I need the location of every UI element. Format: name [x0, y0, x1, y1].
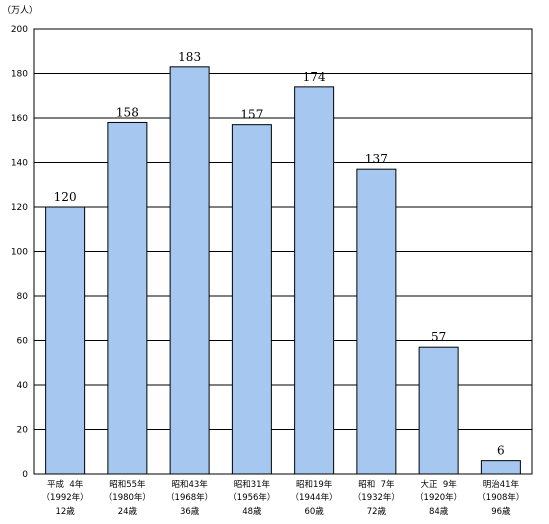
data-label: 120	[54, 190, 77, 204]
x-category-label-era: 昭和 7年	[358, 479, 395, 490]
bar	[480, 460, 521, 475]
y-tick-label: 120	[11, 203, 28, 213]
bar	[107, 121, 148, 475]
y-tick-label: 180	[11, 70, 28, 80]
x-category-label-year: （1956年）	[228, 492, 275, 503]
bars	[45, 66, 521, 475]
x-category-label-age: 60歳	[304, 506, 324, 517]
data-label: 57	[431, 330, 446, 344]
y-tick-label: 40	[17, 381, 29, 391]
x-category-label-age: 12歳	[55, 506, 75, 517]
x-category-label-year: （1944年）	[291, 492, 338, 503]
data-label: 158	[116, 105, 139, 119]
data-label: 174	[303, 70, 326, 84]
x-category-label-year: （1908年）	[477, 492, 524, 503]
data-label: 183	[178, 50, 201, 64]
x-category-label-year: （1992年）	[42, 492, 89, 503]
x-category-label-year: （1968年）	[166, 492, 213, 503]
x-category-label-year: （1920年）	[415, 492, 462, 503]
data-label: 6	[497, 444, 505, 458]
y-tick-label: 80	[17, 292, 29, 302]
data-label: 157	[240, 108, 263, 122]
y-axis-ticks: 0 20 40 60 80 100 120 140 160 180 200	[11, 25, 28, 480]
x-category-label-era: 昭和55年	[109, 479, 146, 490]
y-tick-label: 60	[17, 337, 29, 347]
y-tick-label: 0	[22, 470, 28, 480]
y-tick-label: 20	[17, 426, 29, 436]
x-category-label-era: 昭和19年	[296, 479, 333, 490]
x-axis-category-labels: 平成 4年 （1992年） 12歳 昭和55年 （1980年） 24歳 昭和43年 （1968…	[42, 479, 525, 517]
data-labels: 120 158 183 157 174 137 57 6	[54, 50, 505, 458]
bar	[169, 66, 210, 475]
y-tick-label: 160	[11, 114, 28, 124]
x-category-label-era: 大正 9年	[420, 479, 457, 490]
x-category-label-era: 昭和43年	[171, 479, 208, 490]
x-category-label-age: 36歳	[180, 506, 200, 517]
bar	[231, 124, 272, 475]
bar	[356, 168, 397, 475]
plot-area-frame	[33, 28, 533, 475]
x-category-label-era: 明治41年	[483, 479, 520, 490]
y-tick-label: 100	[11, 248, 28, 258]
bar	[294, 86, 335, 475]
x-category-label-age: 96歳	[491, 506, 511, 517]
y-tick-label: 200	[11, 25, 28, 35]
x-category-label-year: （1980年）	[104, 492, 151, 503]
data-label: 137	[365, 152, 388, 166]
x-category-label-era: 平成 4年	[47, 479, 84, 490]
x-category-label-age: 24歳	[118, 506, 138, 517]
y-axis-unit-label: （万人）	[2, 5, 38, 16]
y-tick-label: 140	[11, 159, 28, 169]
x-category-label-year: （1932年）	[353, 492, 400, 503]
x-category-label-era: 昭和31年	[234, 479, 271, 490]
x-category-label-age: 48歳	[242, 506, 262, 517]
bar	[418, 346, 459, 475]
x-category-label-age: 84歳	[429, 506, 449, 517]
x-category-label-age: 72歳	[367, 506, 387, 517]
bar	[45, 206, 86, 475]
